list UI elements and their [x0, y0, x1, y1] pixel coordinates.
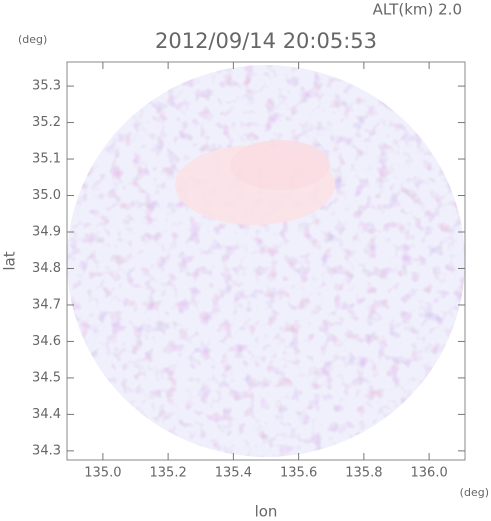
x-tick-label: 135.2 [150, 466, 187, 481]
plot-frame [66, 61, 466, 461]
y-tick-label: 34.4 [32, 407, 61, 422]
x-tick-label: 135.4 [215, 466, 252, 481]
x-axis-label: lon [255, 503, 278, 521]
y-unit: (deg) [18, 33, 47, 46]
y-axis-label: lat [1, 251, 19, 270]
y-tick-label: 34.7 [32, 297, 61, 312]
x-tick-label: 135.6 [280, 466, 317, 481]
x-unit: (deg) [460, 486, 489, 499]
y-tick-label: 35.2 [32, 115, 61, 130]
radar-field [67, 65, 465, 457]
x-tick-label: 135.0 [84, 466, 121, 481]
x-tick-label: 136.0 [411, 466, 448, 481]
y-tick-label: 35.3 [32, 79, 61, 94]
y-tick-label: 35.1 [32, 152, 61, 167]
y-tick-label: 34.8 [32, 261, 61, 276]
x-tick-label: 135.8 [345, 466, 382, 481]
altitude-label: ALT(km) 2.0 [373, 1, 462, 19]
chart-title: 2012/09/14 20:05:53 [155, 29, 377, 53]
y-tick-label: 34.3 [32, 443, 61, 458]
y-tick-label: 35.0 [32, 188, 61, 203]
y-tick-label: 34.5 [32, 370, 61, 385]
y-tick-label: 34.6 [32, 334, 61, 349]
y-tick-label: 34.9 [32, 224, 61, 239]
